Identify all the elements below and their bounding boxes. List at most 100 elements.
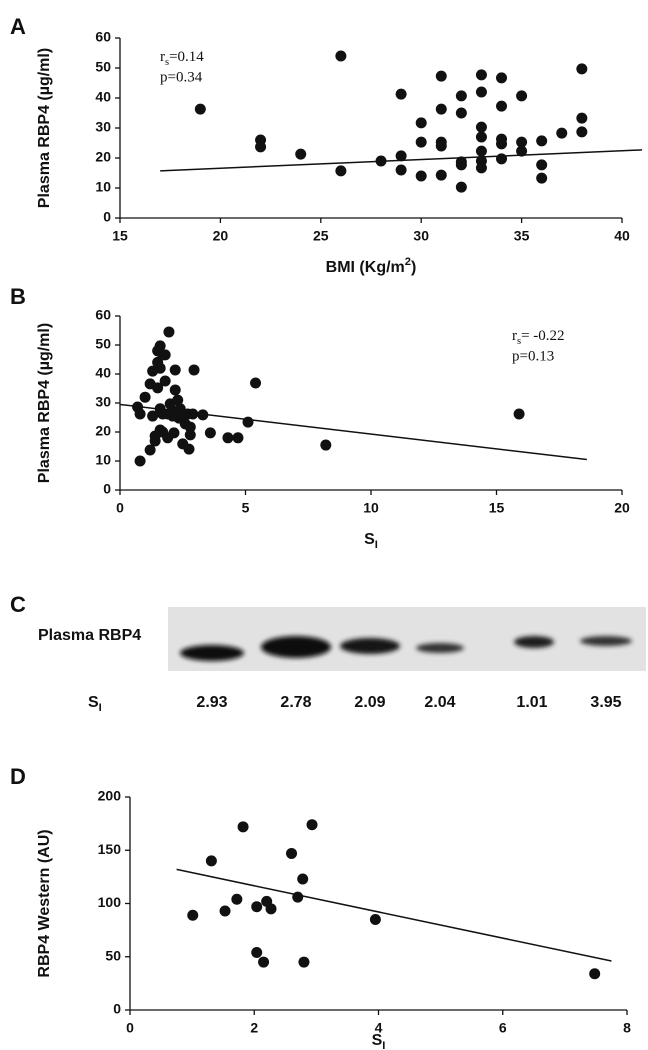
- point: [415, 170, 427, 182]
- point: [576, 63, 588, 75]
- y-tick-label: 50: [95, 59, 111, 75]
- y-tick-label: 100: [98, 894, 122, 910]
- panel-letter: C: [10, 592, 26, 617]
- point: [194, 103, 206, 115]
- y-tick-label: 30: [95, 119, 111, 135]
- point: [306, 819, 318, 831]
- y-tick-label: 50: [95, 336, 111, 352]
- y-tick-label: 40: [95, 365, 111, 381]
- point: [513, 408, 525, 420]
- x-tick-label: 0: [126, 1020, 134, 1036]
- point: [139, 391, 151, 403]
- blot-row-label-main: S: [88, 694, 99, 711]
- y-tick-label: 60: [95, 29, 111, 45]
- annotation-main: r: [160, 49, 165, 65]
- blot-value: 3.95: [590, 694, 621, 711]
- point: [576, 112, 588, 124]
- panel-letter: B: [10, 284, 26, 309]
- x-axis-label-main: BMI (Kg/m: [326, 259, 405, 276]
- y-tick-label: 0: [103, 481, 111, 497]
- annotation-sub: s: [165, 57, 169, 68]
- band: [180, 645, 244, 661]
- point: [576, 126, 588, 138]
- point: [335, 165, 347, 177]
- x-tick-label: 10: [363, 500, 379, 516]
- point: [144, 444, 156, 456]
- point: [415, 136, 427, 148]
- point: [219, 905, 231, 917]
- point: [516, 90, 528, 102]
- x-tick-label: 8: [623, 1020, 631, 1036]
- panel-letter: A: [10, 14, 26, 39]
- point: [184, 429, 196, 441]
- point: [168, 427, 180, 439]
- point: [496, 72, 508, 84]
- point: [496, 138, 508, 150]
- annotation-sub: s: [517, 336, 521, 347]
- x-axis-label: SI: [372, 1032, 386, 1050]
- point: [163, 326, 175, 338]
- point: [231, 893, 243, 905]
- blot-value: 1.01: [516, 694, 547, 711]
- point: [435, 169, 447, 181]
- point: [589, 968, 601, 980]
- point: [435, 140, 447, 152]
- point: [475, 69, 487, 81]
- x-tick-label: 2: [250, 1020, 258, 1036]
- blot-row-label-sub: I: [99, 702, 102, 714]
- point: [205, 855, 217, 867]
- point: [187, 909, 199, 921]
- band: [340, 638, 400, 654]
- annotation: rs=0.14: [160, 49, 204, 68]
- x-axis-label-sup: 2: [405, 256, 411, 268]
- annotation: p=0.34: [160, 69, 203, 85]
- point: [455, 159, 467, 171]
- point: [375, 155, 387, 167]
- x-tick-label: 20: [614, 500, 630, 516]
- point: [159, 349, 171, 361]
- y-tick-label: 10: [95, 452, 111, 468]
- x-tick-label: 15: [112, 228, 128, 244]
- point: [335, 50, 347, 62]
- point: [134, 455, 146, 467]
- x-tick-label: 25: [313, 228, 329, 244]
- band: [261, 636, 331, 658]
- point: [134, 408, 146, 420]
- point: [286, 847, 298, 859]
- y-tick-label: 20: [95, 149, 111, 165]
- point: [152, 382, 164, 394]
- point: [369, 913, 381, 925]
- annotation: rs= -0.22: [512, 328, 565, 347]
- trend-line: [176, 868, 612, 962]
- band: [580, 636, 632, 646]
- y-tick-label: 50: [105, 947, 121, 963]
- blot-value: 2.78: [280, 694, 311, 711]
- point: [475, 145, 487, 157]
- point: [147, 410, 159, 422]
- blot-panel: C Plasma RBP4: [10, 592, 646, 671]
- point: [475, 162, 487, 174]
- point: [516, 145, 528, 157]
- x-axis-label-main: S: [364, 531, 375, 548]
- point: [169, 364, 181, 376]
- point: [183, 443, 195, 455]
- annotation: p=0.13: [512, 348, 554, 364]
- point: [516, 136, 528, 148]
- x-tick-label: 0: [116, 500, 124, 516]
- x-axis-label: SI: [364, 531, 378, 551]
- x-tick-label: 20: [213, 228, 229, 244]
- point: [154, 340, 166, 352]
- y-axis-label: RBP4 Western (AU): [36, 829, 53, 977]
- point: [536, 159, 548, 171]
- x-tick-label: 15: [489, 500, 505, 516]
- y-tick-label: 10: [95, 179, 111, 195]
- point: [556, 127, 568, 139]
- y-tick-label: 0: [103, 209, 111, 225]
- point: [292, 891, 304, 903]
- point: [237, 821, 249, 833]
- point: [204, 427, 216, 439]
- annotation-after: = -0.22: [521, 328, 564, 344]
- y-tick-label: 40: [95, 89, 111, 105]
- point: [242, 416, 254, 428]
- point: [222, 432, 234, 444]
